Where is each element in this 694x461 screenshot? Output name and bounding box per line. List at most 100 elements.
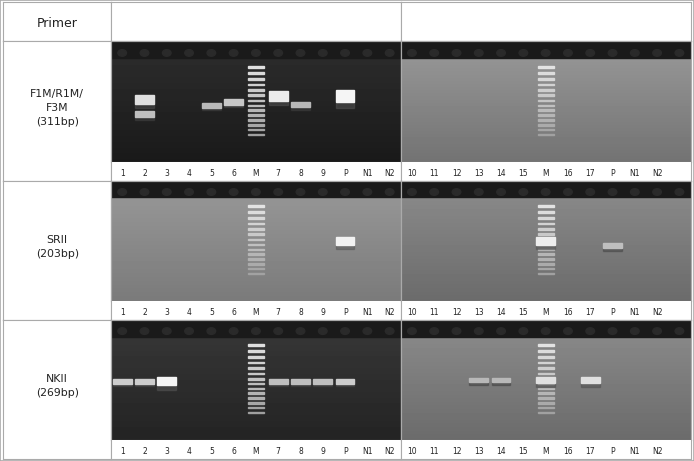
Ellipse shape: [564, 328, 573, 334]
Bar: [538, 362, 554, 363]
Bar: [538, 392, 554, 394]
Bar: [538, 95, 554, 96]
Bar: [538, 412, 554, 414]
Text: 9: 9: [321, 307, 325, 317]
Text: 1: 1: [120, 169, 124, 177]
Ellipse shape: [140, 189, 149, 195]
Ellipse shape: [319, 328, 327, 334]
Ellipse shape: [430, 328, 439, 334]
Bar: [538, 89, 554, 90]
Ellipse shape: [229, 50, 238, 56]
Bar: [248, 272, 264, 274]
Bar: [248, 350, 264, 352]
Bar: [248, 372, 264, 374]
Text: 12: 12: [452, 447, 462, 456]
Text: P: P: [343, 447, 348, 456]
Text: 8: 8: [298, 307, 303, 317]
Bar: [538, 228, 554, 230]
Bar: [538, 124, 554, 125]
Bar: [248, 89, 264, 90]
Bar: [538, 367, 554, 369]
Bar: [158, 377, 176, 385]
Bar: [135, 379, 154, 384]
Ellipse shape: [675, 328, 684, 334]
Bar: [248, 100, 264, 101]
Text: 16: 16: [563, 169, 573, 177]
Text: 6: 6: [231, 169, 236, 177]
Bar: [248, 388, 264, 389]
Text: N1: N1: [362, 169, 373, 177]
Bar: [336, 379, 355, 384]
Bar: [248, 217, 264, 219]
Bar: [135, 117, 154, 120]
Bar: [538, 254, 554, 255]
Bar: [248, 124, 264, 125]
Bar: [538, 105, 554, 106]
Text: P: P: [610, 447, 615, 456]
Text: N1: N1: [362, 307, 373, 317]
Text: SRII
(203bp): SRII (203bp): [35, 235, 79, 259]
Bar: [538, 244, 554, 245]
Bar: [248, 239, 264, 241]
Ellipse shape: [296, 50, 305, 56]
Text: P: P: [343, 307, 348, 317]
Text: N2: N2: [652, 307, 662, 317]
Ellipse shape: [586, 328, 595, 334]
Text: 9: 9: [321, 447, 325, 456]
Text: P: P: [343, 169, 348, 177]
Ellipse shape: [519, 328, 527, 334]
Ellipse shape: [407, 189, 416, 195]
Bar: [401, 319, 691, 337]
Bar: [538, 100, 554, 101]
Bar: [536, 245, 555, 249]
Bar: [135, 104, 154, 108]
Bar: [248, 402, 264, 404]
Ellipse shape: [319, 50, 327, 56]
Text: 17: 17: [586, 169, 595, 177]
Ellipse shape: [475, 50, 483, 56]
Bar: [248, 268, 264, 269]
Bar: [248, 205, 264, 207]
Bar: [248, 66, 264, 68]
Ellipse shape: [631, 189, 639, 195]
Ellipse shape: [608, 50, 617, 56]
Bar: [538, 129, 554, 130]
Bar: [248, 378, 264, 379]
Bar: [492, 378, 511, 382]
Bar: [336, 237, 355, 245]
Bar: [538, 248, 554, 250]
Ellipse shape: [319, 189, 327, 195]
Text: 13: 13: [474, 447, 484, 456]
Text: NKII
(269bp): NKII (269bp): [36, 374, 78, 398]
Bar: [248, 407, 264, 408]
Bar: [538, 119, 554, 121]
Ellipse shape: [475, 189, 483, 195]
Ellipse shape: [586, 189, 595, 195]
Bar: [111, 41, 401, 59]
Bar: [603, 243, 622, 248]
Bar: [269, 100, 287, 106]
Ellipse shape: [452, 328, 461, 334]
Text: M: M: [253, 169, 260, 177]
Bar: [469, 378, 488, 382]
Bar: [248, 244, 264, 245]
Ellipse shape: [497, 189, 505, 195]
Bar: [113, 384, 132, 386]
Ellipse shape: [653, 328, 661, 334]
Text: M: M: [542, 169, 549, 177]
Text: N2: N2: [384, 169, 395, 177]
Ellipse shape: [296, 189, 305, 195]
Bar: [538, 72, 554, 74]
Ellipse shape: [207, 50, 216, 56]
Text: P: P: [610, 307, 615, 317]
Ellipse shape: [385, 189, 394, 195]
Text: 11: 11: [430, 307, 439, 317]
Ellipse shape: [341, 189, 349, 195]
Ellipse shape: [118, 328, 126, 334]
Ellipse shape: [229, 189, 238, 195]
Text: 10: 10: [407, 447, 416, 456]
Bar: [538, 402, 554, 404]
Ellipse shape: [162, 189, 171, 195]
Text: 17: 17: [586, 447, 595, 456]
Bar: [248, 134, 264, 135]
